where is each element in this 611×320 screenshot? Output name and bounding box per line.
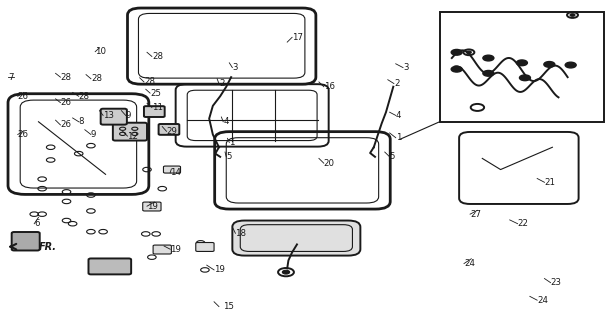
Text: 5: 5	[390, 152, 395, 161]
Text: 29: 29	[167, 127, 177, 136]
FancyBboxPatch shape	[232, 220, 360, 256]
Text: 28: 28	[60, 73, 71, 82]
Text: 9: 9	[91, 130, 97, 139]
Text: 28: 28	[144, 77, 155, 86]
Text: 26: 26	[18, 130, 29, 139]
Text: 16: 16	[324, 82, 335, 91]
Text: 6: 6	[34, 219, 40, 228]
Circle shape	[516, 60, 527, 66]
Text: 20: 20	[324, 159, 335, 168]
Circle shape	[466, 51, 471, 53]
Bar	[439, 12, 604, 122]
FancyBboxPatch shape	[164, 166, 180, 173]
Circle shape	[451, 50, 462, 55]
Circle shape	[565, 62, 576, 68]
FancyBboxPatch shape	[153, 245, 172, 254]
Text: 26: 26	[18, 92, 29, 101]
Circle shape	[570, 14, 575, 16]
Text: 8: 8	[79, 117, 84, 126]
Text: 25: 25	[150, 89, 161, 98]
Text: 11: 11	[152, 103, 163, 112]
Text: 12: 12	[128, 132, 139, 140]
Text: 3: 3	[232, 63, 238, 72]
FancyBboxPatch shape	[159, 124, 179, 135]
Text: 1: 1	[229, 138, 235, 147]
FancyBboxPatch shape	[113, 123, 147, 140]
FancyBboxPatch shape	[196, 243, 214, 252]
Text: 1: 1	[396, 133, 401, 142]
FancyBboxPatch shape	[101, 109, 127, 124]
Text: 15: 15	[223, 302, 234, 311]
Text: 22: 22	[518, 219, 529, 228]
Text: 3: 3	[403, 63, 409, 72]
Text: 24: 24	[537, 296, 548, 305]
Text: 28: 28	[79, 92, 90, 101]
Circle shape	[282, 270, 290, 274]
FancyBboxPatch shape	[143, 202, 161, 211]
Text: 26: 26	[60, 120, 71, 130]
Text: 19: 19	[170, 245, 181, 254]
Text: 5: 5	[226, 152, 232, 161]
Text: 7: 7	[8, 73, 13, 82]
Text: 18: 18	[235, 229, 246, 238]
FancyBboxPatch shape	[144, 106, 165, 117]
Text: 27: 27	[470, 210, 481, 219]
Text: 13: 13	[103, 111, 114, 120]
Text: 4: 4	[396, 111, 401, 120]
Text: 2: 2	[394, 79, 400, 88]
Circle shape	[483, 70, 494, 76]
Circle shape	[483, 55, 494, 61]
Text: 14: 14	[170, 168, 181, 177]
Text: 4: 4	[223, 117, 229, 126]
Text: 17: 17	[292, 33, 303, 42]
FancyBboxPatch shape	[12, 232, 40, 251]
Text: 19: 19	[147, 202, 158, 211]
Text: FR.: FR.	[39, 242, 57, 252]
Text: 19: 19	[214, 265, 225, 275]
Circle shape	[451, 66, 462, 72]
Text: 21: 21	[544, 178, 555, 187]
Text: 9: 9	[126, 111, 131, 120]
Text: 2: 2	[219, 79, 224, 88]
Circle shape	[544, 61, 555, 67]
Text: 28: 28	[152, 52, 163, 61]
Text: 24: 24	[464, 259, 475, 268]
Circle shape	[519, 75, 530, 81]
FancyBboxPatch shape	[89, 259, 131, 274]
Text: 10: 10	[95, 47, 106, 56]
Text: 28: 28	[91, 74, 102, 83]
Text: 26: 26	[60, 98, 71, 107]
Text: 23: 23	[551, 278, 562, 287]
